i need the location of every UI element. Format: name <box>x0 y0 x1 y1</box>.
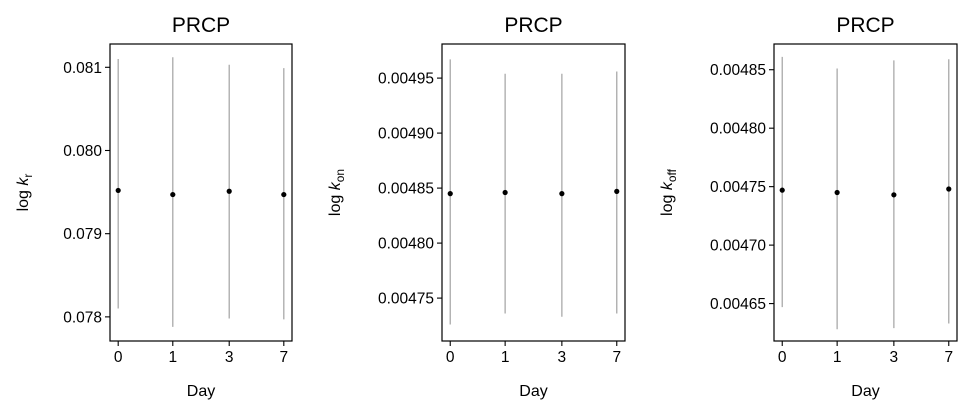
panel-1: PRCP 0.078 0.079 0.080 0.081 0 1 3 7 Day log kr <box>15 14 293 400</box>
x-tick-label: 0 <box>114 349 123 366</box>
y-axis-label-symbol: k <box>327 181 344 190</box>
x-tick-label: 3 <box>890 349 899 366</box>
y-axis-label-subscript: on <box>333 169 347 182</box>
x-tick-label: 0 <box>778 349 787 366</box>
x-tick-label: 3 <box>558 349 567 366</box>
y-tick-label: 0.00490 <box>378 126 434 143</box>
y-axis-label-prefix: log <box>15 186 32 212</box>
y-tick-label: 0.078 <box>63 309 102 326</box>
y-tick-label: 0.00485 <box>378 181 434 198</box>
x-tick-label: 1 <box>833 349 842 366</box>
data-point <box>559 191 565 197</box>
panel-2: PRCP 0.00475 0.00480 0.00485 0.00490 0.00495 0… <box>327 14 626 400</box>
data-point <box>614 188 620 194</box>
chart-title: PRCP <box>836 14 894 37</box>
y-axis-label-subscript: r <box>21 174 35 178</box>
y-tick-label: 0.00465 <box>710 296 766 313</box>
data-point <box>779 187 785 193</box>
y-tick-label: 0.00480 <box>710 121 766 138</box>
x-axis-label: Day <box>851 383 879 400</box>
y-tick-label: 0.00480 <box>378 236 434 253</box>
axes-frame <box>441 43 626 342</box>
y-tick-label: 0.00495 <box>378 71 434 88</box>
data-point <box>502 189 508 196</box>
x-tick-label: 7 <box>944 349 953 366</box>
y-axis-label: log kr <box>15 174 35 212</box>
chart-title: PRCP <box>172 14 230 37</box>
chart-title: PRCP <box>504 14 562 37</box>
y-tick-label: 0.00475 <box>378 291 434 308</box>
x-axis-label: Day <box>519 383 547 400</box>
data-point <box>447 191 453 197</box>
data-point <box>834 189 840 196</box>
data-point <box>115 187 121 194</box>
y-tick-label: 0.00475 <box>710 179 766 196</box>
y-axis-label: log koff <box>659 168 679 216</box>
y-axis-label-subscript: off <box>665 168 679 182</box>
panel-3: PRCP 0.00465 0.00470 0.00475 0.00480 0.00485 0… <box>659 14 958 400</box>
data-point <box>891 192 897 198</box>
x-axis-label: Day <box>187 383 215 400</box>
y-axis-label-prefix: log <box>327 190 344 216</box>
y-axis-label-prefix: log <box>659 190 676 216</box>
y-axis-label-symbol: k <box>15 177 32 186</box>
x-tick-label: 7 <box>279 349 288 366</box>
x-tick-label: 3 <box>225 349 234 366</box>
data-point <box>226 188 232 194</box>
axes-frame <box>773 43 958 342</box>
y-tick-label: 0.079 <box>63 226 102 243</box>
y-tick-label: 0.081 <box>63 60 102 77</box>
axes-frame <box>109 43 293 342</box>
y-axis-label-symbol: k <box>659 181 676 190</box>
x-tick-label: 1 <box>501 349 510 366</box>
x-tick-label: 0 <box>446 349 455 366</box>
y-tick-label: 0.00470 <box>710 238 766 255</box>
data-point <box>946 186 952 192</box>
y-tick-label: 0.00485 <box>710 62 766 79</box>
data-point <box>170 191 176 198</box>
x-tick-label: 1 <box>168 349 177 366</box>
y-tick-label: 0.080 <box>63 143 102 160</box>
y-axis-label: log kon <box>327 169 347 216</box>
x-tick-label: 7 <box>612 349 621 366</box>
data-point <box>281 191 287 198</box>
